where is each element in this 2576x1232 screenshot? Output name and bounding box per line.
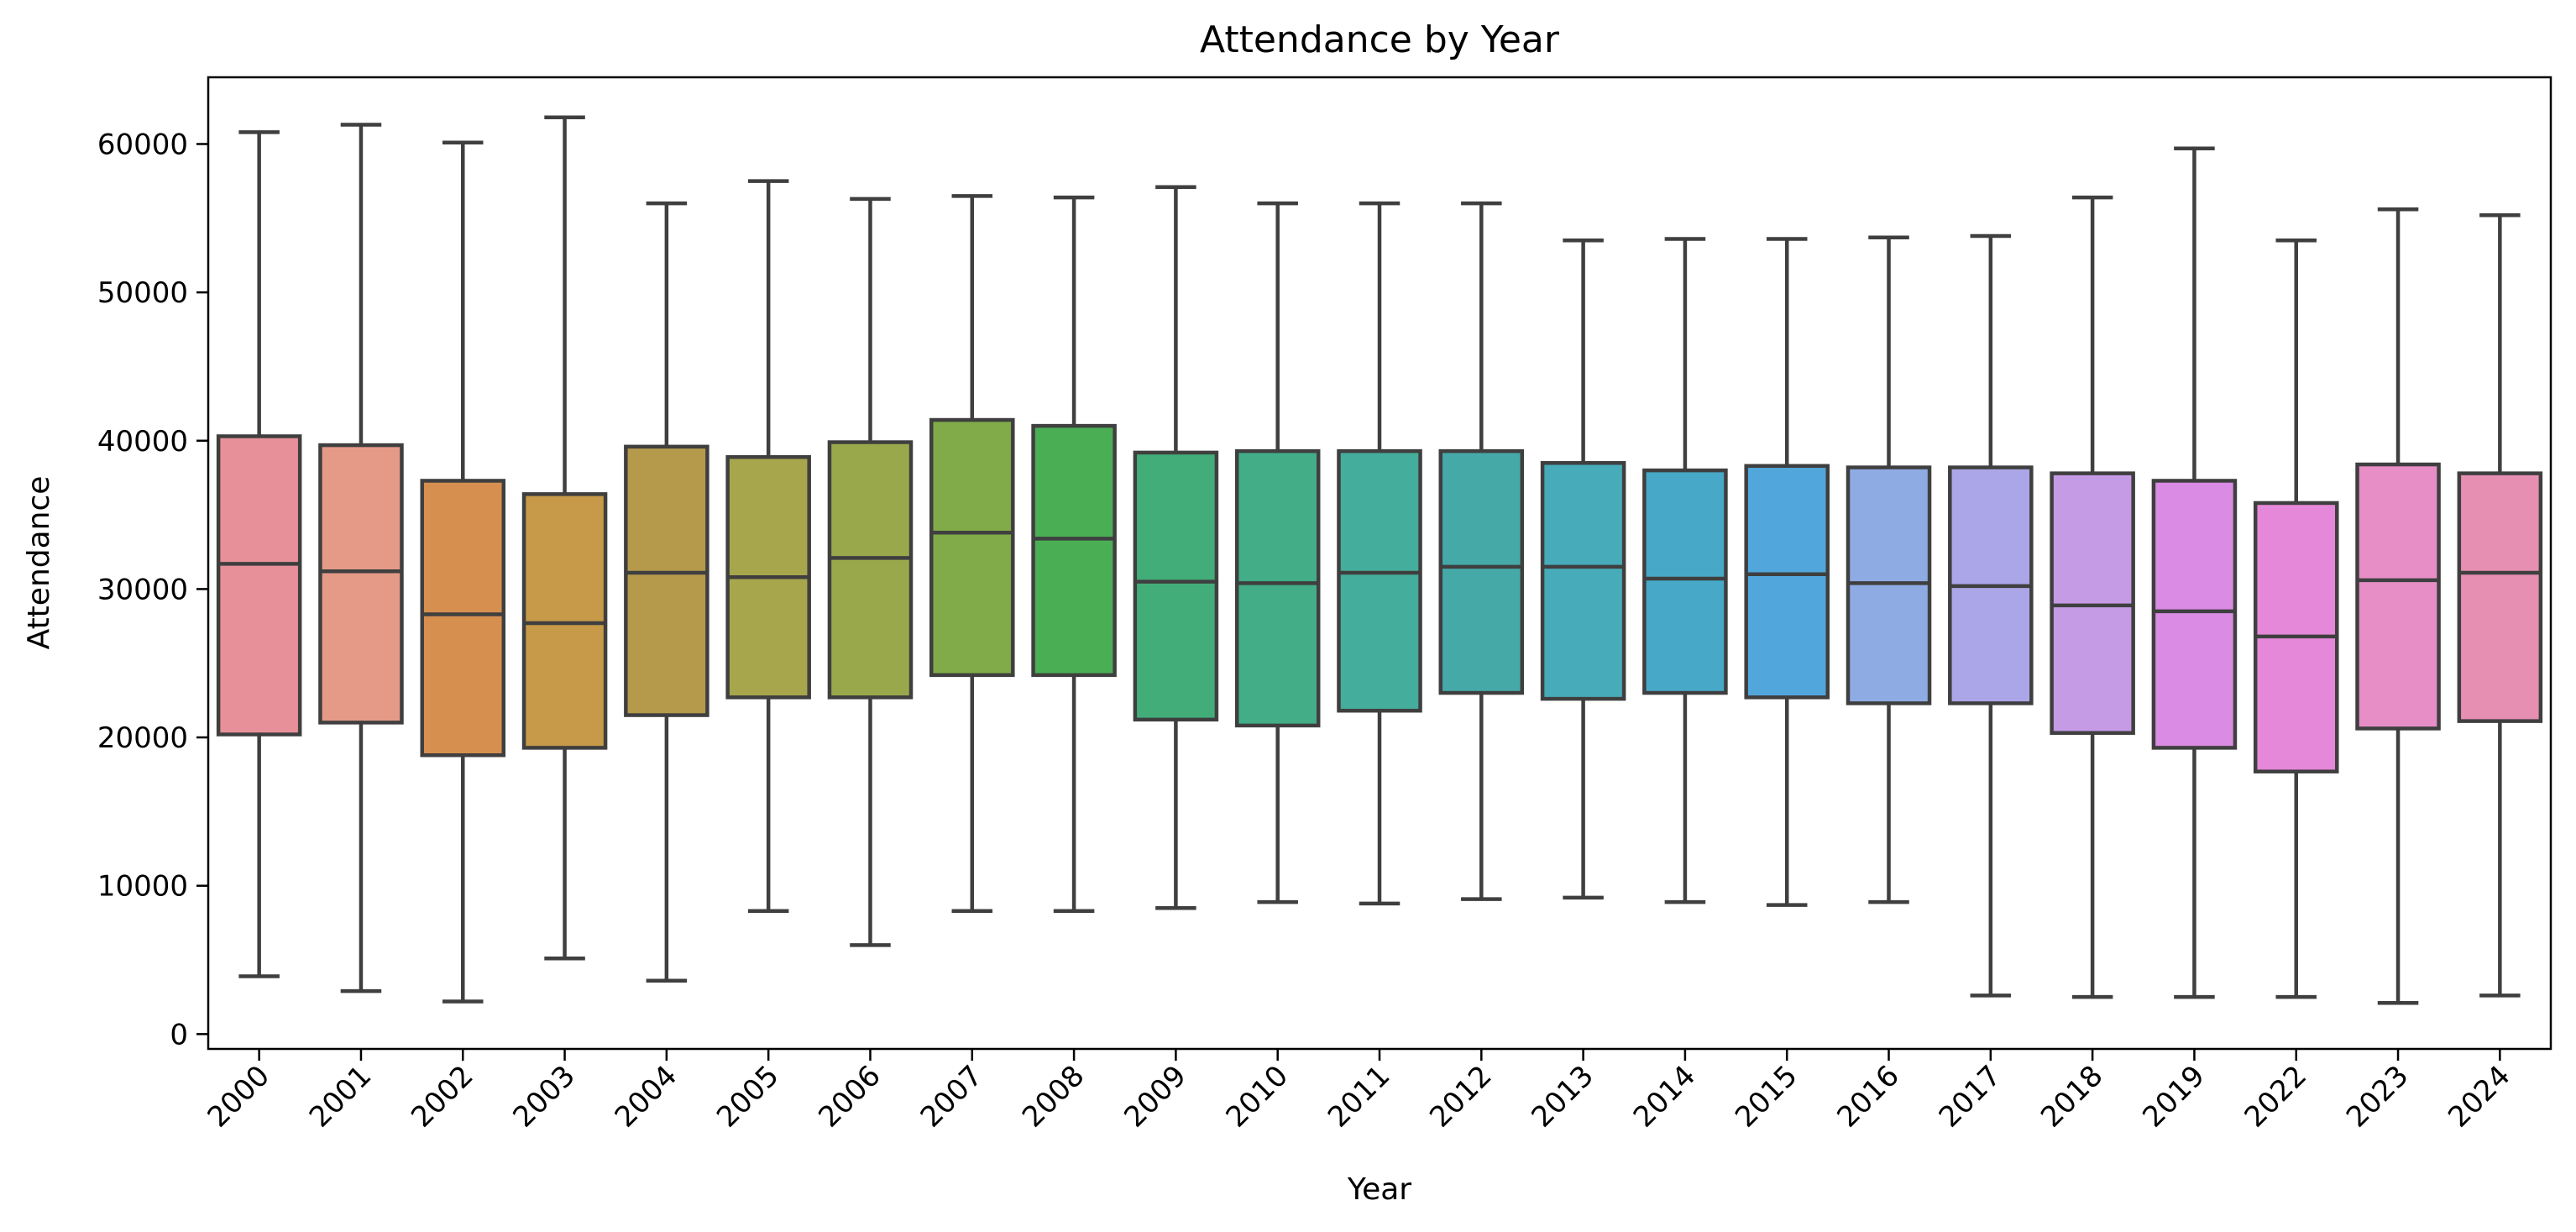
iqr-box [624,444,709,717]
y-tick-label: 60000 [97,128,188,161]
box-2006 [827,197,914,947]
y-tick-label: 20000 [97,721,188,755]
y-tick-label: 0 [170,1018,188,1051]
box-2001 [318,123,404,993]
box-2016 [1846,235,1932,904]
box-2009 [1133,185,1219,910]
box-2022 [2253,239,2339,999]
iqr-box [1744,464,1830,700]
box-2023 [2355,207,2441,1005]
box-2015 [1744,237,1830,907]
box-2010 [1234,201,1321,904]
iqr-box [1337,448,1422,713]
iqr-box [1438,448,1525,695]
box-2003 [521,115,608,961]
box-2007 [929,194,1015,913]
iqr-box [318,443,404,725]
box-2002 [420,140,506,1004]
box-2004 [624,201,709,983]
y-tick-label: 40000 [97,425,188,459]
iqr-box [827,440,914,700]
iqr-box [1846,465,1932,705]
iqr-box [420,479,506,758]
box-2013 [1540,239,1626,900]
x-axis-label: Year [1347,1172,1411,1207]
box-2008 [1031,195,1117,913]
iqr-box [1031,423,1117,678]
box-2019 [2151,146,2238,999]
box-2011 [1337,201,1422,906]
iqr-box [2151,479,2238,750]
iqr-box [2457,471,2543,723]
box-2024 [2457,213,2543,998]
box-2018 [2050,195,2135,999]
y-tick-label: 30000 [97,573,188,606]
y-tick-label: 10000 [97,870,188,904]
iqr-box [2050,471,2135,736]
boxes-layer [216,115,2543,1005]
iqr-box [521,492,608,750]
chart-title: Attendance by Year [1200,18,1560,61]
box-2000 [216,130,302,978]
y-tick-label: 50000 [97,276,188,310]
iqr-box [1234,448,1321,728]
iqr-box [1642,468,1728,695]
iqr-box [216,434,302,737]
iqr-box [929,417,1015,678]
box-2017 [1948,233,2034,998]
y-axis-label: Attendance [22,476,56,650]
iqr-box [2355,462,2441,731]
box-2012 [1438,201,1525,901]
box-2005 [725,179,811,913]
iqr-box [1133,450,1219,722]
y-axis: 0 10000 20000 30000 40000 50000 60000 [97,128,208,1051]
box-2014 [1642,237,1728,904]
iqr-box [1540,461,1626,701]
plot-area-frame [207,76,2552,1051]
